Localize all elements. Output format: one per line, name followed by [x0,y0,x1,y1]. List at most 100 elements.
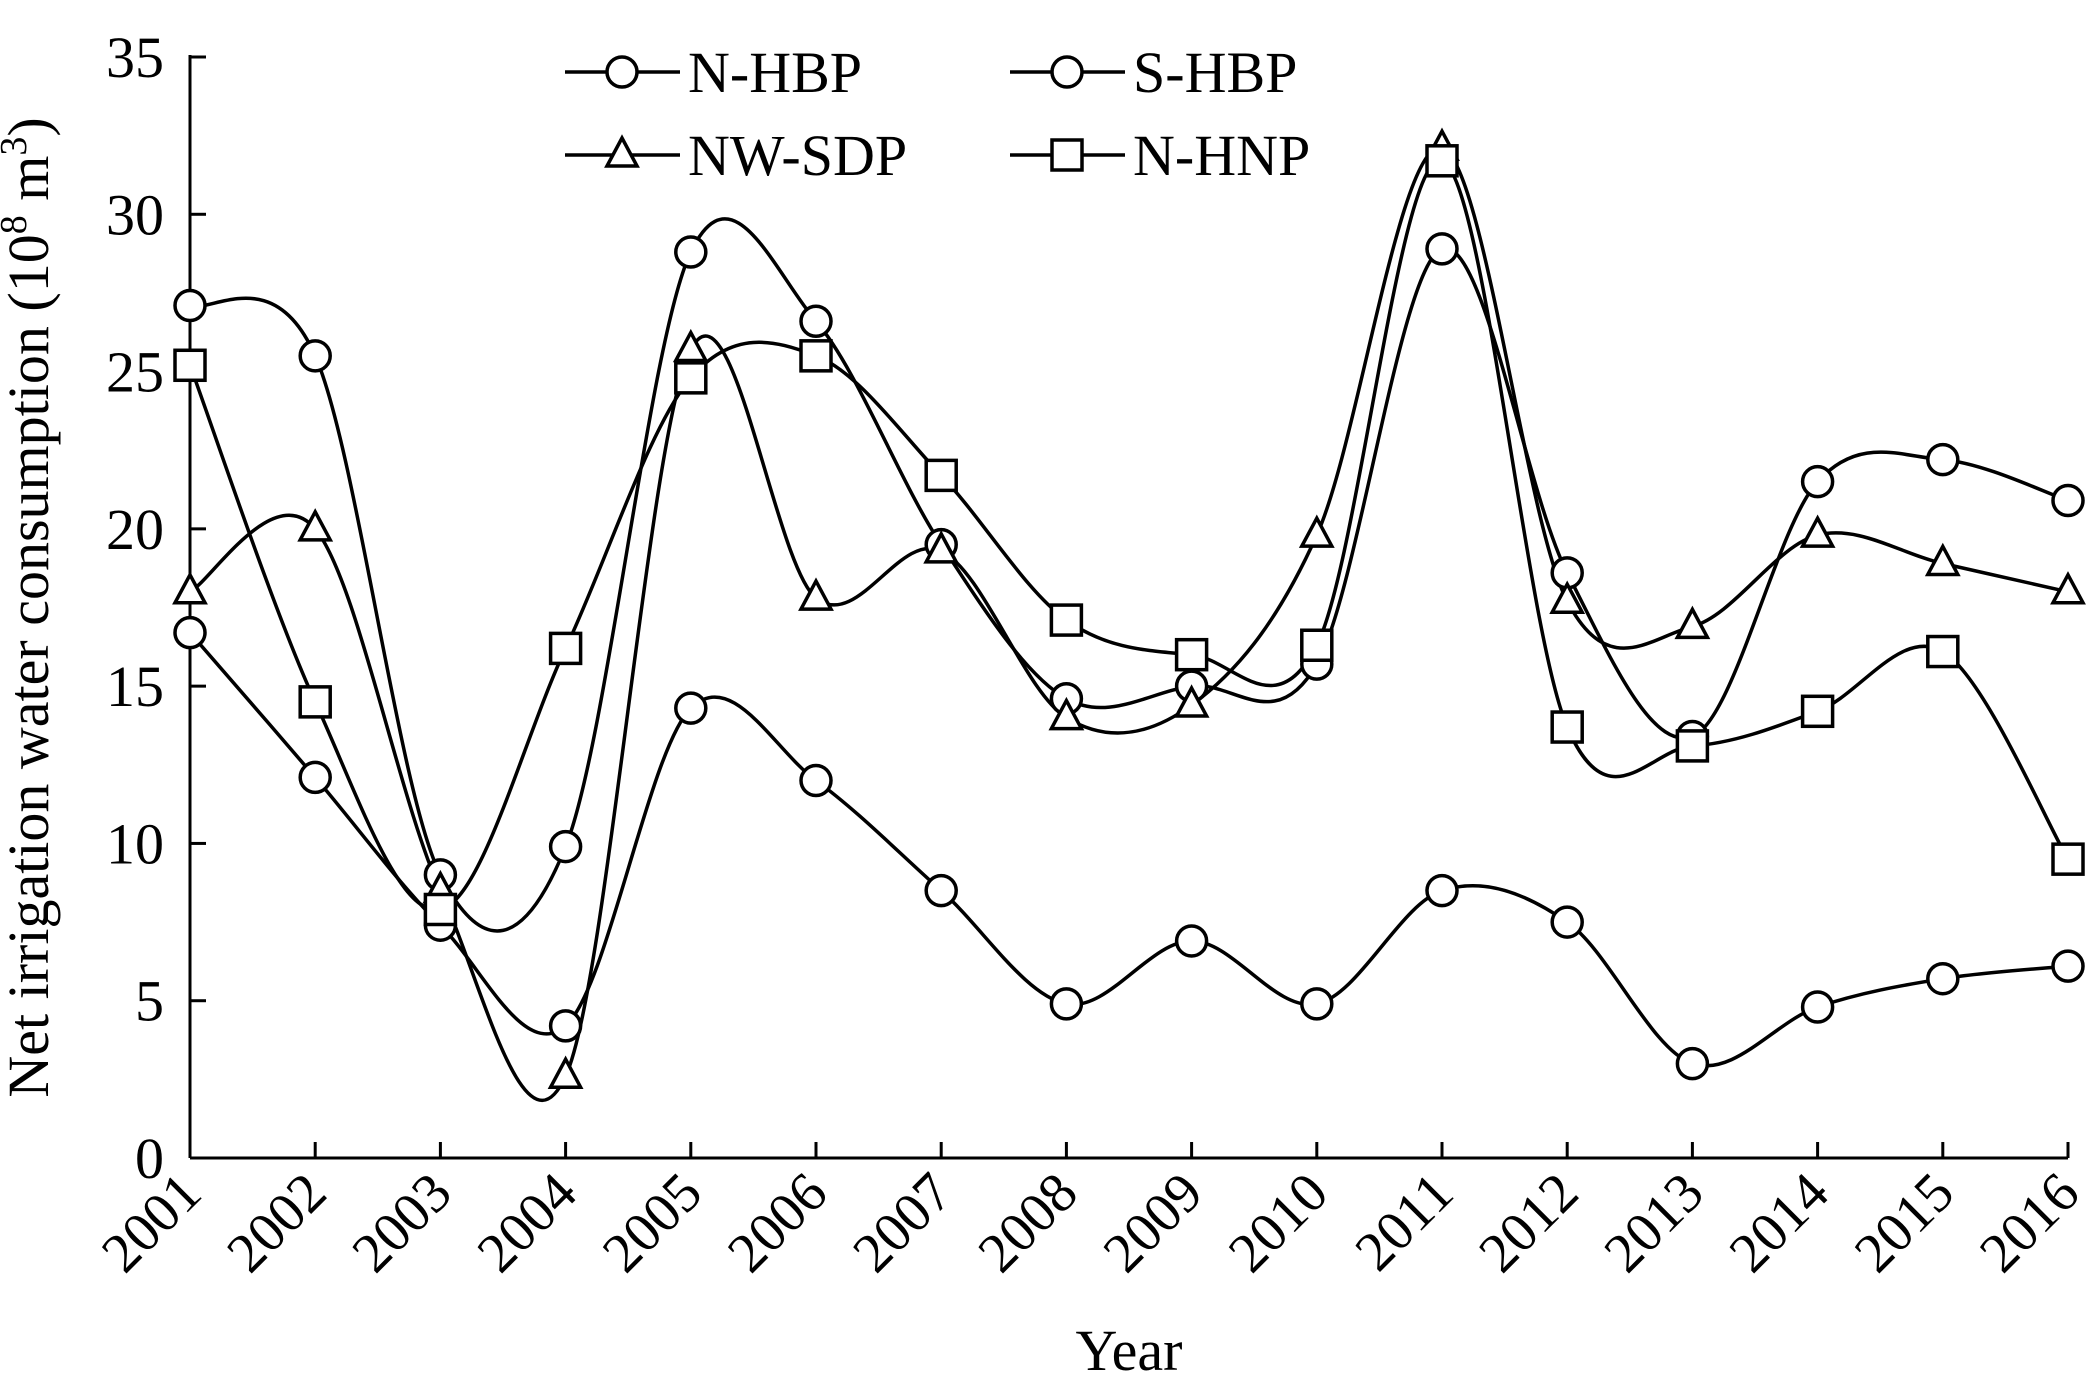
y-axis-title-end: ) [0,117,61,136]
x-axis-title: Year [1076,1318,1183,1377]
data-point-n-hnp [548,631,583,666]
data-point-n-hbp [298,760,332,795]
data-point-n-hbp [674,691,708,725]
y-tick-label: 5 [135,969,164,1034]
data-point-n-hbp [1675,1046,1710,1081]
data-point-n-hnp [423,892,458,927]
x-tick-label: 2008 [967,1161,1090,1284]
data-point-n-hnp [298,685,332,719]
x-tick-label: 2003 [341,1161,464,1284]
data-point-n-hnp [1425,144,1459,178]
data-point-n-hnp [1300,628,1334,662]
data-point-s-hbp [548,829,583,864]
y-axis-title: Net irrigation water consumption (108 m3… [0,117,61,1097]
y-tick-label: 20 [106,497,164,562]
legend-label-n-hbp: N-HBP [688,40,862,105]
x-tick-label: 2005 [591,1161,714,1284]
data-point-n-hbp [1425,873,1459,908]
data-point-n-hnp [674,361,708,395]
x-tick-label: 2011 [1344,1161,1466,1283]
x-tick-label: 2014 [1718,1161,1841,1284]
series-line-s-hbp [189,217,2069,933]
data-point-nw-sdp [1298,514,1335,548]
data-point-n-hbp [548,1009,583,1043]
data-point-n-hnp [1926,634,1960,669]
y-tick-label: 30 [106,182,164,247]
data-point-nw-sdp [1549,580,1586,614]
data-point-n-hbp [1550,905,1584,939]
data-point-s-hbp [1926,442,1960,477]
data-point-n-hnp [799,339,833,373]
data-point-nw-sdp [547,1055,584,1089]
data-point-s-hbp [1800,464,1835,499]
y-axis-title-mid: m [0,156,61,216]
data-point-n-hnp [1174,637,1209,672]
data-point-nw-sdp [923,530,960,564]
data-point-s-hbp [799,304,833,338]
data-point-n-hbp [1300,987,1334,1021]
data-point-n-hnp [1800,694,1835,729]
x-tick-label: 2004 [466,1161,589,1284]
y-tick-label: 25 [106,340,164,405]
series-markers [172,127,2086,1089]
legend-marker-nw-sdp [604,134,640,168]
y-tick-label: 15 [106,654,164,719]
data-point-s-hbp [1425,232,1459,266]
data-point-s-hbp [298,339,332,373]
series-line-n-hbp [188,631,2069,1068]
x-tick-label: 2012 [1467,1161,1590,1284]
data-point-nw-sdp [1799,514,1836,548]
data-point-n-hnp [173,348,207,383]
y-axis-title-sup2: 3 [0,137,35,156]
axes [188,55,2068,1160]
x-ticks: 2001 2002 2003 2004 2005 2006 2007 2008 2009 2010… [90,1142,2089,1284]
data-point-nw-sdp [798,577,834,611]
data-point-s-hbp [173,288,207,323]
y-tick-label: 0 [135,1126,164,1191]
x-tick-label: 2010 [1217,1161,1340,1284]
series-lines [188,146,2070,1103]
y-axis-title-sup1: 8 [0,215,35,234]
legend-marker-n-hnp [1050,138,1084,172]
y-tick-label: 10 [106,811,164,876]
data-point-nw-sdp [1048,696,1085,731]
x-tick-label: 2013 [1593,1161,1716,1284]
y-axis-title-main: Net irrigation water consumption (10 [0,234,61,1097]
data-point-n-hbp [173,615,207,650]
legend-marker-s-hbp [1050,55,1084,89]
x-tick-label: 2002 [215,1161,338,1284]
data-point-n-hnp [1675,729,1710,763]
x-tick-label: 2006 [716,1161,839,1284]
legend-label-nw-sdp: NW-SDP [688,123,907,188]
data-point-nw-sdp [297,508,334,542]
data-point-n-hbp [2051,949,2085,983]
legend: N-HBP S-HBP NW-SDP N-HNP [565,40,1310,188]
x-tick-label: 2009 [1092,1161,1215,1284]
data-point-nw-sdp [172,571,208,605]
y-tick-label: 35 [106,25,164,90]
series-line-nw-sdp [189,146,2069,1103]
x-tick-label: 2016 [1968,1161,2089,1284]
data-point-nw-sdp [1173,684,1210,718]
data-point-n-hbp [1174,924,1209,958]
legend-label-n-hnp: N-HNP [1133,123,1310,188]
data-point-n-hnp [924,458,958,493]
x-tick-label: 2015 [1843,1161,1966,1284]
x-tick-label: 2007 [841,1161,964,1284]
data-point-n-hbp [1926,961,1960,996]
legend-label-s-hbp: S-HBP [1133,40,1297,105]
data-point-nw-sdp [2050,571,2086,605]
data-point-n-hbp [1800,990,1835,1024]
data-point-n-hbp [799,763,833,798]
data-point-s-hbp [2051,483,2085,518]
data-point-nw-sdp [1924,542,1961,577]
x-tick-label: 2001 [90,1161,213,1284]
data-point-nw-sdp [672,328,709,363]
data-point-s-hbp [674,235,708,269]
legend-marker-n-hbp [605,55,639,89]
data-point-n-hbp [924,873,958,908]
data-point-n-hnp [2051,842,2085,876]
data-point-nw-sdp [1674,605,1711,640]
data-point-n-hnp [1550,710,1584,744]
